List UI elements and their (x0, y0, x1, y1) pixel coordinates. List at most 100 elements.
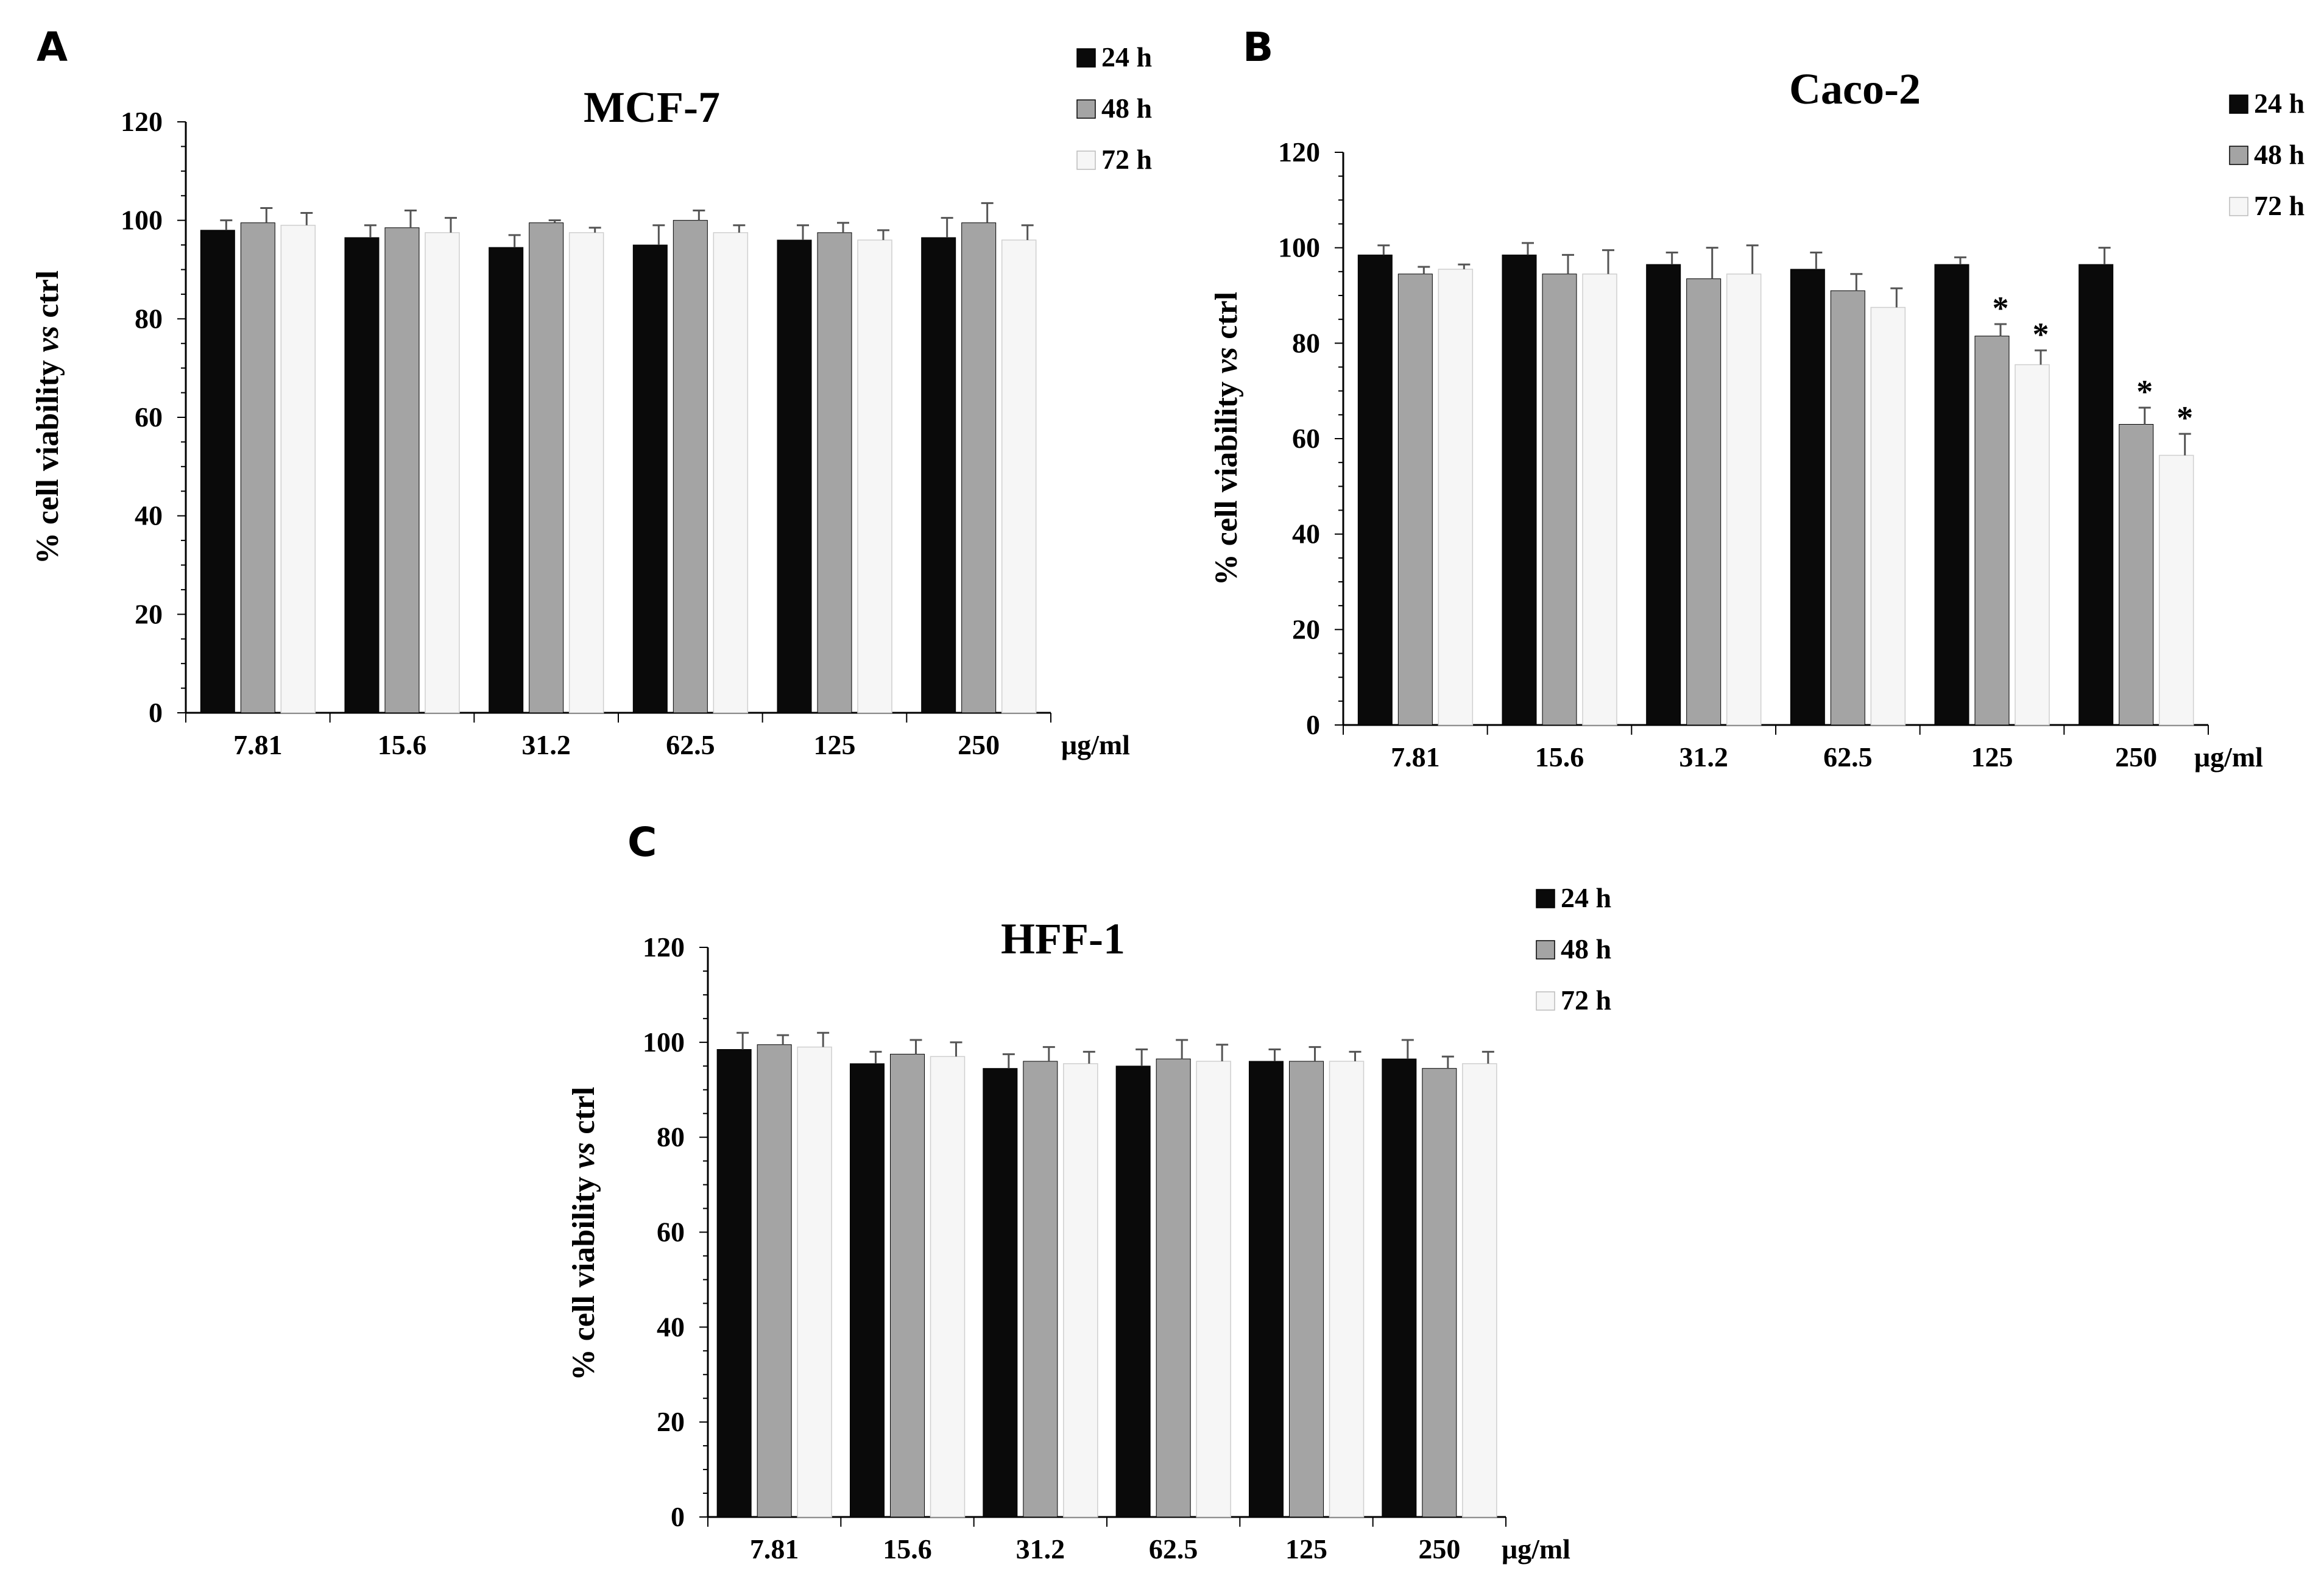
bar-24h (200, 230, 235, 713)
y-axis-label: % cell viability vs ctrl (1209, 292, 1244, 585)
y-tick-label: 60 (1292, 423, 1320, 454)
chart-title: HFF-1 (1001, 914, 1125, 963)
bar-48h (1156, 1058, 1191, 1518)
y-tick-label: 100 (643, 1027, 685, 1058)
y-tick-label: 20 (657, 1406, 685, 1437)
y-axis-label-part: % cell viability (30, 352, 65, 564)
y-tick-label: 100 (121, 205, 163, 236)
legend-swatch (2229, 146, 2248, 165)
legend-label: 48 h (1101, 93, 1152, 124)
category-label: 250 (2115, 741, 2157, 773)
legend-swatch (2229, 94, 2248, 114)
bar-48h (1397, 274, 1433, 726)
category-label: 15.6 (883, 1533, 932, 1565)
legend-label: 48 h (1561, 933, 1611, 964)
legend-swatch (1536, 991, 1555, 1011)
bar-24h (2079, 264, 2114, 726)
legend-label: 24 h (2254, 88, 2305, 119)
y-tick-label: 120 (643, 932, 685, 963)
bar-48h (2119, 424, 2154, 726)
category-label: 125 (1971, 741, 2013, 773)
bar-24h (1646, 264, 1681, 726)
bar-24h (1382, 1058, 1417, 1518)
y-axis-label-part: vs (1209, 347, 1244, 373)
bar-48h (890, 1053, 925, 1518)
bar-48h (384, 227, 420, 713)
bar-72h (713, 232, 749, 713)
legend-swatch (1076, 48, 1096, 68)
x-unit-label: μg/ml (2194, 741, 2263, 773)
category-label: 15.6 (378, 729, 427, 760)
bar-72h (425, 232, 460, 713)
bar-48h (1023, 1061, 1058, 1518)
bar-24h (1790, 269, 1825, 726)
panel-letter: B (1243, 24, 1273, 71)
bar-48h (817, 232, 852, 713)
y-axis-label-part: ctrl (567, 1087, 601, 1142)
legend-label: 72 h (2254, 190, 2305, 221)
y-tick-label: 0 (149, 697, 163, 728)
bar-24h (921, 237, 956, 713)
category-label: 7.81 (1391, 741, 1440, 773)
bar-72h (1329, 1061, 1365, 1518)
bar-24h (1357, 254, 1393, 726)
category-label: 62.5 (1149, 1533, 1198, 1565)
y-tick-label: 20 (1292, 613, 1320, 645)
legend-label: 24 h (1101, 41, 1152, 72)
bar-24h (850, 1063, 885, 1518)
category-label: 62.5 (666, 729, 715, 760)
category-label: 15.6 (1535, 741, 1584, 773)
category-label: 125 (814, 729, 856, 760)
category-label: 62.5 (1823, 741, 1873, 773)
y-axis-label-part: vs (567, 1142, 601, 1169)
category-label: 7.81 (750, 1533, 799, 1565)
bar-72h (1726, 274, 1762, 726)
y-axis-label: % cell viability vs ctrl (30, 270, 65, 564)
y-axis-label-part: % cell viability (1209, 373, 1244, 585)
legend-swatch (1076, 99, 1096, 119)
y-axis-label-part: ctrl (30, 270, 65, 326)
significance-marker: * (2177, 400, 2193, 436)
chart-title: MCF-7 (584, 83, 720, 132)
bar-24h (632, 244, 668, 713)
significance-marker: * (2033, 316, 2049, 353)
legend-label: 72 h (1101, 144, 1152, 175)
panel-letter: C (627, 819, 657, 866)
significance-marker: * (2136, 373, 2153, 410)
category-label: 250 (958, 729, 1000, 760)
bar-48h (529, 222, 564, 713)
y-tick-label: 80 (657, 1122, 685, 1153)
bar-24h (344, 237, 380, 713)
category-label: 31.2 (1016, 1533, 1065, 1565)
bar-72h (1462, 1063, 1497, 1518)
y-tick-label: 60 (135, 401, 163, 433)
panel-mcf7: A MCF-7 % cell viability vs ctrl 0 20 40 60 80 1… (30, 24, 1152, 760)
category-label: 250 (1418, 1533, 1460, 1565)
bar-72h (797, 1046, 832, 1518)
bar-48h (673, 220, 708, 713)
legend-label: 48 h (2254, 139, 2305, 170)
category-label: 125 (1285, 1533, 1327, 1565)
legend-swatch (1076, 150, 1096, 170)
bar-48h (1974, 336, 2010, 726)
bar-24h (1934, 264, 1969, 726)
bar-48h (1422, 1068, 1457, 1518)
y-tick-label: 0 (671, 1501, 685, 1532)
bar-48h (240, 222, 275, 713)
y-tick-label: 120 (1278, 136, 1320, 168)
significance-marker: * (1993, 290, 2009, 327)
legend-swatch (1536, 889, 1555, 908)
bar-48h (1686, 278, 1722, 726)
bar-24h (716, 1049, 752, 1518)
bar-48h (1830, 290, 1865, 726)
panel-letter: A (37, 24, 68, 71)
y-tick-label: 40 (657, 1311, 685, 1342)
y-tick-label: 40 (1292, 518, 1320, 550)
category-label: 7.81 (233, 729, 283, 760)
y-tick-label: 100 (1278, 232, 1320, 263)
y-tick-label: 80 (1292, 327, 1320, 358)
bar-72h (280, 225, 316, 713)
bar-24h (983, 1068, 1018, 1518)
y-tick-label: 0 (1306, 709, 1320, 740)
